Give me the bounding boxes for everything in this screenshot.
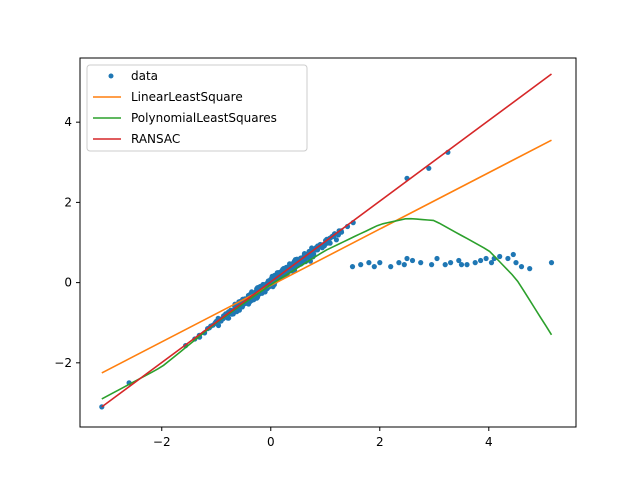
data-point xyxy=(510,251,516,258)
series-line-ransac xyxy=(101,73,552,408)
legend: data LinearLeastSquare PolynomialLeastSq… xyxy=(86,64,308,152)
data-point xyxy=(483,255,489,262)
y-tick-label: 2 xyxy=(64,195,72,209)
series-line-polynomial xyxy=(101,217,553,400)
data-point xyxy=(426,165,432,171)
data-point xyxy=(377,260,383,266)
data-point xyxy=(513,260,519,266)
data-point xyxy=(418,260,424,266)
legend-label-polynomial: PolynomialLeastSquares xyxy=(131,111,277,125)
data-point xyxy=(275,270,281,276)
x-tick-label: 0 xyxy=(267,435,275,449)
data-point xyxy=(488,260,495,266)
data-point xyxy=(518,264,525,270)
axis-ticks: −2 0 2 4 −2 0 2 4 xyxy=(54,115,492,449)
series-line-linear xyxy=(101,139,552,374)
x-tick-label: −2 xyxy=(153,435,171,449)
data-point xyxy=(429,262,435,268)
x-tick-label: 2 xyxy=(376,435,384,449)
data-point xyxy=(404,255,410,262)
data-point xyxy=(456,257,462,264)
data-point xyxy=(527,266,533,272)
data-point xyxy=(358,262,364,268)
data-point xyxy=(409,257,416,264)
legend-marker-data xyxy=(108,73,114,79)
data-point xyxy=(472,260,478,266)
data-point xyxy=(401,262,407,268)
data-point xyxy=(497,253,503,260)
plot-frame xyxy=(79,57,577,428)
data-point xyxy=(388,264,394,270)
legend-label-data: data xyxy=(131,69,158,83)
legend-label-ransac: RANSAC xyxy=(131,132,180,146)
fit-lines xyxy=(101,73,553,408)
data-point xyxy=(478,257,484,264)
y-tick-label: −2 xyxy=(54,356,72,370)
data-point xyxy=(458,262,465,268)
data-point xyxy=(434,255,440,262)
data-point xyxy=(371,264,377,270)
data-point xyxy=(396,260,402,266)
y-tick-label: 0 xyxy=(64,276,72,290)
legend-box xyxy=(86,64,308,152)
data-point xyxy=(349,264,356,270)
y-tick-label: 4 xyxy=(64,115,72,129)
x-tick-label: 4 xyxy=(485,435,493,449)
data-point xyxy=(448,260,454,266)
data-point xyxy=(442,262,448,268)
data-point xyxy=(548,260,555,266)
data-point xyxy=(366,260,372,266)
legend-label-linear: LinearLeastSquare xyxy=(131,90,243,104)
data-point xyxy=(505,255,511,262)
data-point xyxy=(464,262,470,268)
